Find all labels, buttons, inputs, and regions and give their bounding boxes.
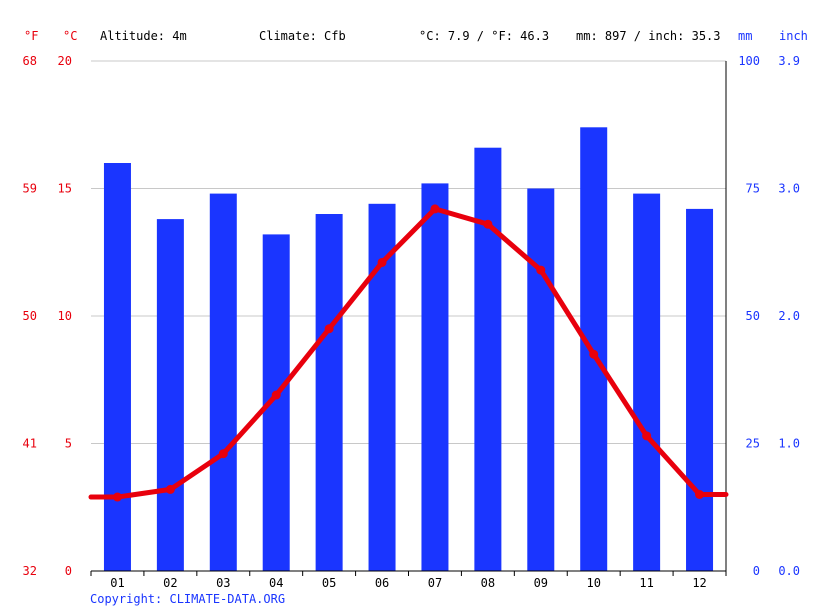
- precipitation-bar: [580, 127, 608, 572]
- precipitation-bar: [421, 183, 449, 571]
- precipitation-bars: [103, 127, 714, 572]
- climate-label: Climate: Cfb: [259, 29, 346, 43]
- inch-unit-label: inch: [779, 29, 808, 43]
- fahrenheit-tick-label: 32: [23, 564, 37, 578]
- temperature-point: [589, 349, 599, 359]
- temperature-point: [483, 219, 493, 229]
- month-tick-label: 04: [269, 576, 283, 590]
- inch-tick-label: 3.9: [778, 54, 800, 68]
- temperature-line-path: [88, 206, 729, 500]
- temperature-point: [324, 324, 334, 334]
- precipitation-bar: [633, 193, 661, 571]
- month-tick-label: 08: [481, 576, 495, 590]
- precipitation-bar: [527, 188, 555, 571]
- month-tick-label: 11: [639, 576, 653, 590]
- axes: [90, 61, 727, 576]
- month-tick-label: 05: [322, 576, 336, 590]
- mm-unit-label: mm: [738, 29, 752, 43]
- precipitation-bar: [156, 219, 184, 571]
- temperature-point: [377, 257, 387, 267]
- celsius-tick-label: 10: [58, 309, 72, 323]
- inch-tick-label: 1.0: [778, 437, 800, 451]
- mm-tick-label: 75: [746, 182, 760, 196]
- precipitation-summary: mm: 897 / inch: 35.3: [576, 29, 721, 43]
- temperature-point: [430, 204, 440, 214]
- fahrenheit-unit-label: °F: [24, 29, 38, 43]
- celsius-tick-label: 20: [58, 54, 72, 68]
- temperature-point: [218, 449, 228, 459]
- fahrenheit-tick-label: 68: [23, 54, 37, 68]
- gridlines: [91, 60, 726, 444]
- mm-tick-label: 50: [746, 309, 760, 323]
- month-tick-label: 06: [375, 576, 389, 590]
- fahrenheit-tick-label: 59: [23, 182, 37, 196]
- celsius-tick-label: 0: [65, 564, 72, 578]
- month-tick-label: 07: [428, 576, 442, 590]
- celsius-unit-label: °C: [63, 29, 77, 43]
- temperature-point: [271, 390, 281, 400]
- precipitation-bar: [474, 147, 502, 571]
- precipitation-bar: [686, 208, 714, 571]
- inch-tick-label: 0.0: [778, 564, 800, 578]
- temperature-line: [88, 204, 729, 502]
- copyright-link[interactable]: Copyright: CLIMATE-DATA.ORG: [90, 592, 285, 606]
- temperature-point: [165, 484, 175, 494]
- mm-tick-label: 100: [738, 54, 760, 68]
- temperature-point: [112, 492, 122, 502]
- temperature-summary: °C: 7.9 / °F: 46.3: [419, 29, 549, 43]
- mm-tick-label: 25: [746, 437, 760, 451]
- temperature-point: [642, 431, 652, 441]
- month-tick-label: 01: [110, 576, 124, 590]
- month-tick-label: 09: [534, 576, 548, 590]
- temperature-point: [536, 265, 546, 275]
- month-tick-label: 03: [216, 576, 230, 590]
- celsius-tick-label: 5: [65, 437, 72, 451]
- precipitation-bar: [209, 193, 237, 571]
- fahrenheit-tick-label: 41: [23, 437, 37, 451]
- celsius-tick-label: 15: [58, 182, 72, 196]
- header: °F °C Altitude: 4m Climate: Cfb °C: 7.9 …: [24, 29, 808, 43]
- precipitation-bar: [315, 214, 343, 571]
- mm-tick-label: 0: [753, 564, 760, 578]
- inch-tick-label: 2.0: [778, 309, 800, 323]
- precipitation-bar: [103, 163, 131, 571]
- month-tick-label: 12: [692, 576, 706, 590]
- altitude-label: Altitude: 4m: [100, 29, 187, 43]
- temperature-point: [695, 490, 705, 499]
- month-tick-label: 10: [586, 576, 600, 590]
- fahrenheit-tick-label: 50: [23, 309, 37, 323]
- inch-tick-label: 3.0: [778, 182, 800, 196]
- month-tick-label: 02: [163, 576, 177, 590]
